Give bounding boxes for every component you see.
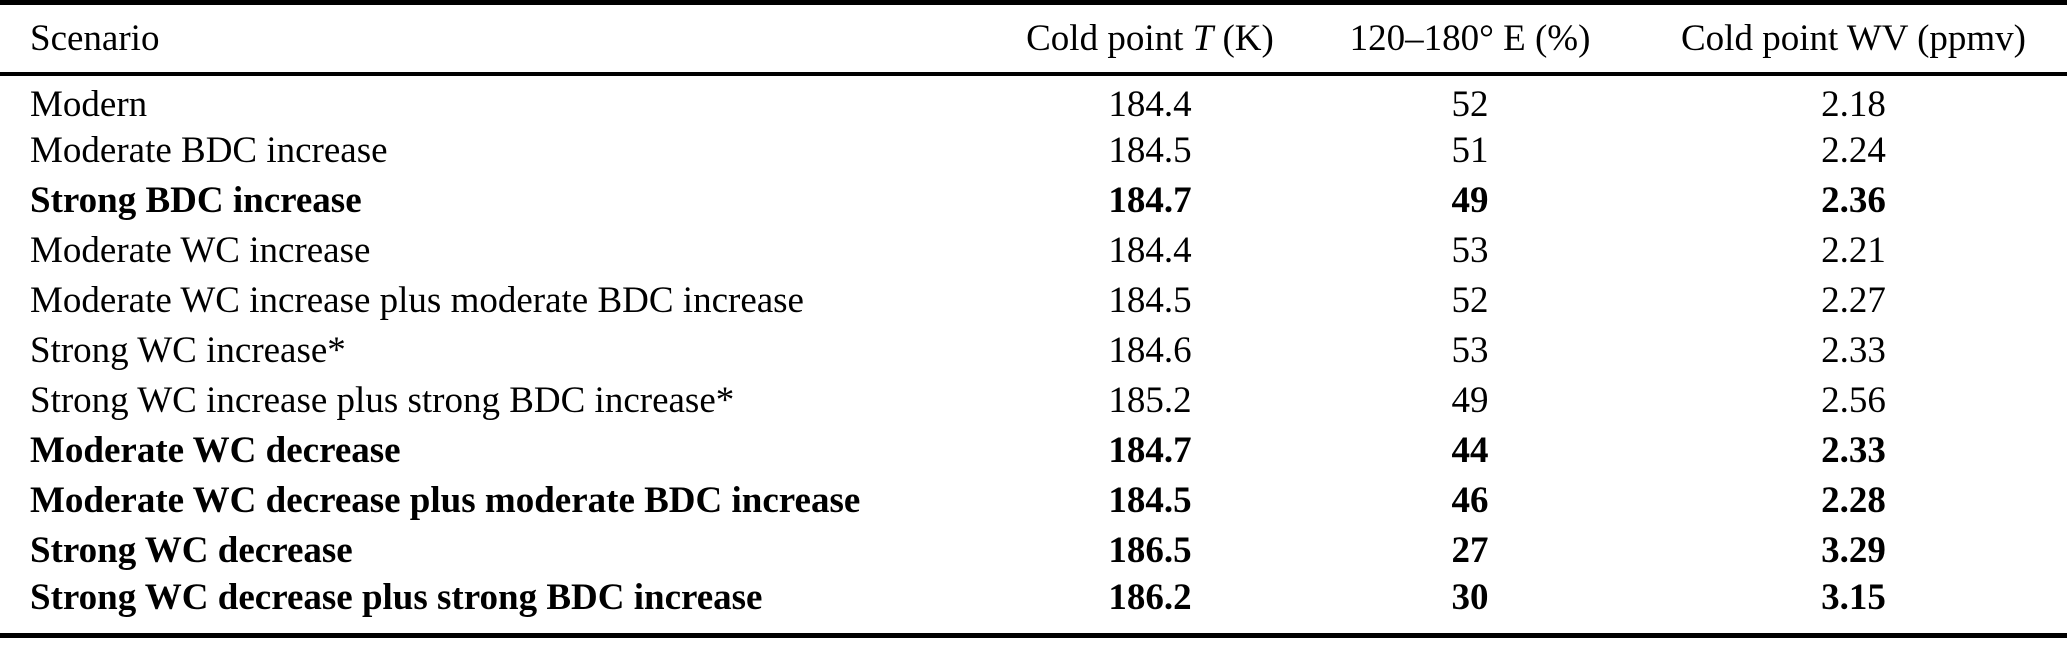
scenario-cell: Strong WC decrease <box>30 530 353 571</box>
table-row: Moderate BDC increase 184.5 51 2.24 <box>0 126 2067 176</box>
wv-cell: 3.29 <box>1821 530 1886 571</box>
cold-point-t-cell: 186.5 <box>1108 530 1192 571</box>
column-header-scenario: Scenario <box>0 2 1000 76</box>
table-header: Scenario Cold point T (K) 120–180° E (%)… <box>0 2 2067 76</box>
cold-point-t-cell: 184.4 <box>1108 83 1192 125</box>
cold-point-t-cell: 184.5 <box>1108 280 1192 321</box>
cold-point-t-cell: 184.6 <box>1108 330 1192 371</box>
wv-cell: 2.27 <box>1821 280 1886 321</box>
table-row: Strong WC decrease 186.5 27 3.29 <box>0 526 2067 576</box>
scenario-cell: Strong WC increase* <box>30 330 346 371</box>
scenario-cell: Modern <box>30 83 148 125</box>
e-pct-cell: 44 <box>1451 430 1489 471</box>
scenario-results-table: Scenario Cold point T (K) 120–180° E (%)… <box>0 0 2067 638</box>
wv-cell: 2.33 <box>1821 430 1886 471</box>
cold-point-t-cell: 184.7 <box>1108 180 1192 221</box>
e-pct-cell: 53 <box>1451 230 1489 271</box>
e-pct-cell: 30 <box>1451 576 1489 618</box>
e-pct-cell: 53 <box>1451 330 1489 371</box>
e-pct-cell: 52 <box>1451 83 1489 125</box>
cold-point-t-cell: 185.2 <box>1108 380 1192 421</box>
table-row: Strong BDC increase 184.7 49 2.36 <box>0 176 2067 226</box>
scenario-cell: Moderate WC increase plus moderate BDC i… <box>30 280 804 321</box>
wv-cell: 2.56 <box>1821 380 1886 421</box>
table-row: Moderate WC decrease 184.7 44 2.33 <box>0 426 2067 476</box>
scenario-cell: Moderate BDC increase <box>30 130 388 171</box>
scenario-cell: Moderate WC decrease <box>30 430 401 471</box>
table-row: Strong WC increase plus strong BDC incre… <box>0 376 2067 426</box>
cold-point-t-cell: 184.5 <box>1108 130 1192 171</box>
scenario-cell: Moderate WC decrease plus moderate BDC i… <box>30 480 861 521</box>
column-header-120-180-e-pct: 120–180° E (%) <box>1300 2 1640 76</box>
table-row: Moderate WC decrease plus moderate BDC i… <box>0 476 2067 526</box>
wv-cell: 3.15 <box>1821 576 1886 618</box>
e-pct-cell: 46 <box>1451 480 1489 521</box>
table-row: Moderate WC increase plus moderate BDC i… <box>0 276 2067 326</box>
table-row: Strong WC decrease plus strong BDC incre… <box>0 576 2067 636</box>
column-header-cold-point-wv: Cold point WV (ppmv) <box>1640 2 2067 76</box>
cold-point-t-cell: 184.5 <box>1108 480 1192 521</box>
table-row: Modern 184.4 52 2.18 <box>0 74 2067 126</box>
e-pct-cell: 51 <box>1451 130 1489 171</box>
scenario-cell: Moderate WC increase <box>30 230 371 271</box>
wv-cell: 2.33 <box>1821 330 1886 371</box>
header-row: Scenario Cold point T (K) 120–180° E (%)… <box>0 2 2067 76</box>
wv-cell: 2.36 <box>1821 180 1886 221</box>
table-row: Strong WC increase* 184.6 53 2.33 <box>0 326 2067 376</box>
scenario-cell: Strong BDC increase <box>30 180 362 221</box>
e-pct-cell: 49 <box>1451 380 1489 421</box>
cold-point-t-cell: 184.7 <box>1108 430 1192 471</box>
header-cold-point-t-pre: Cold point <box>1026 17 1193 59</box>
wv-cell: 2.21 <box>1821 230 1886 271</box>
table-row: Moderate WC increase 184.4 53 2.21 <box>0 226 2067 276</box>
wv-cell: 2.24 <box>1821 130 1886 171</box>
wv-cell: 2.28 <box>1821 480 1886 521</box>
e-pct-cell: 52 <box>1451 280 1489 321</box>
column-header-cold-point-t: Cold point T (K) <box>1000 2 1300 76</box>
wv-cell: 2.18 <box>1821 83 1886 125</box>
header-cold-point-t-symbol: T <box>1192 17 1214 59</box>
table-body: Modern 184.4 52 2.18 Moderate BDC increa… <box>0 74 2067 636</box>
scenario-cell: Strong WC decrease plus strong BDC incre… <box>30 576 763 618</box>
cold-point-t-cell: 184.4 <box>1108 230 1192 271</box>
header-cold-point-t-post: (K) <box>1213 17 1274 59</box>
e-pct-cell: 27 <box>1451 530 1489 571</box>
cold-point-t-cell: 186.2 <box>1108 576 1192 618</box>
e-pct-cell: 49 <box>1451 180 1489 221</box>
scenario-cell: Strong WC increase plus strong BDC incre… <box>30 380 735 421</box>
